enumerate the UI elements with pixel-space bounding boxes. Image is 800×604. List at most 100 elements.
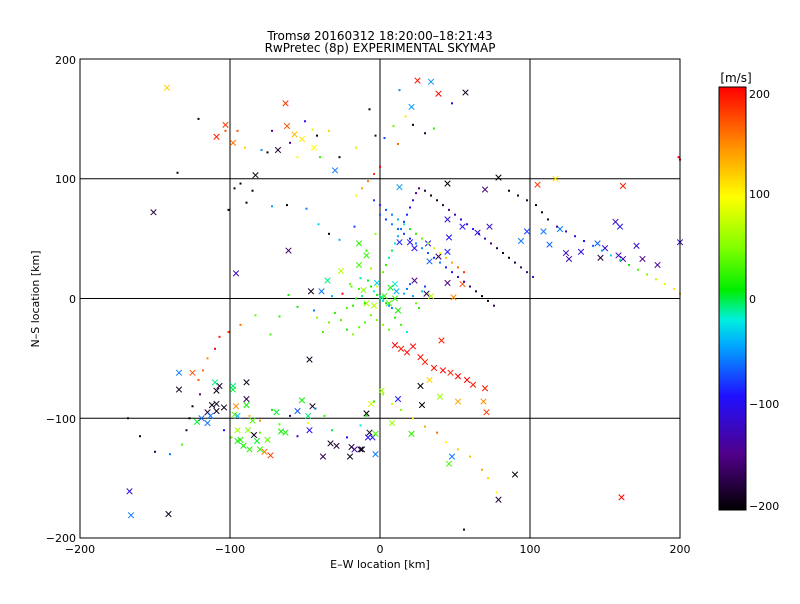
- scatter-point-dot: [469, 455, 471, 458]
- scatter-point-dot: [388, 256, 390, 259]
- scatter-point-x: [229, 386, 237, 393]
- scatter-point-x: [282, 100, 289, 107]
- scatter-point-x: [331, 167, 339, 174]
- scatter-point-x: [232, 270, 240, 277]
- scatter-point-x: [615, 252, 622, 259]
- scatter-point-dot: [224, 129, 227, 132]
- colorbar: [m/s] 200 100 0 −100 −200: [718, 71, 779, 513]
- scatter-point-dot: [421, 247, 423, 250]
- scatter-point-dot: [373, 172, 375, 175]
- scatter-point-dot: [376, 319, 378, 322]
- scatter-point-x: [462, 89, 469, 96]
- scatter-point-x: [213, 387, 220, 394]
- scatter-point-x: [594, 240, 601, 247]
- scatter-point-x: [310, 144, 318, 151]
- scatter-point-dot: [379, 165, 381, 168]
- scatter-point-dot: [296, 305, 299, 308]
- scatter-point-dot: [374, 134, 377, 137]
- scatter-point-dot: [379, 213, 381, 216]
- scatter-point-x: [427, 78, 435, 85]
- scatter-point-dot: [526, 199, 528, 202]
- scatter-point-dot: [439, 261, 441, 264]
- tick-labels: −200 −100 0 100 200 −200 −100 0 100 200: [46, 54, 691, 556]
- scatter-point-x: [408, 103, 415, 111]
- scatter-point-dot: [385, 302, 387, 305]
- scatter-point-dot: [409, 206, 411, 209]
- scatter-point-x: [444, 279, 451, 287]
- scatter-point-x: [306, 427, 313, 434]
- scatter-point-x: [565, 255, 573, 263]
- scatter-point-dot: [418, 187, 420, 190]
- scatter-point-dot: [397, 143, 399, 146]
- scatter-point-dot: [451, 102, 453, 105]
- scatter-point-x: [654, 261, 661, 269]
- scatter-point-dot: [403, 223, 405, 226]
- scatter-point-dot: [397, 228, 399, 231]
- scatter-point-dot: [406, 287, 408, 290]
- scatter-point-dot: [424, 285, 426, 288]
- scatter-point-x: [597, 254, 604, 261]
- scatter-point-x: [454, 398, 462, 405]
- scatter-point-dot: [508, 189, 510, 192]
- scatter-point-x: [250, 431, 258, 439]
- colorbar-tick-label: 100: [749, 188, 770, 201]
- scatter-point-dot: [421, 290, 423, 293]
- scatter-point-dot: [352, 304, 354, 307]
- scatter-point-dot: [445, 266, 447, 269]
- scatter-point-dot: [502, 251, 504, 254]
- scatter-point-dot: [230, 436, 233, 439]
- scatter-point-dot: [383, 137, 386, 140]
- scatter-point-dot: [271, 129, 273, 132]
- scatter-point-dot: [365, 249, 368, 252]
- scatter-point-dot: [478, 232, 480, 235]
- scatter-point-x: [388, 419, 396, 427]
- scatter-point-dot: [391, 307, 393, 310]
- scatter-point-dot: [619, 259, 621, 262]
- scatter-point-dot: [188, 417, 191, 420]
- scatter-point-dot: [535, 204, 537, 207]
- scatter-point-dot: [526, 271, 528, 274]
- scatter-point-dot: [403, 220, 405, 223]
- scatter-point-x: [463, 376, 471, 384]
- scatter-point-dot: [439, 251, 441, 254]
- scatter-point-dot: [286, 204, 288, 207]
- scatter-point-x: [261, 448, 268, 455]
- scatter-point-dot: [289, 414, 291, 417]
- scatter-point-dot: [370, 285, 372, 288]
- scatter-point-dot: [169, 453, 171, 456]
- scatter-point-dot: [271, 205, 273, 208]
- scatter-point-x: [426, 258, 433, 265]
- scatter-point-x: [511, 471, 519, 478]
- scatter-point-x: [447, 369, 454, 376]
- scatter-point-dot: [350, 285, 353, 288]
- scatter-point-dot: [496, 247, 498, 250]
- scatter-point-dot: [278, 315, 281, 318]
- scatter-point-dot: [341, 292, 344, 295]
- scatter-point-x: [234, 412, 241, 420]
- scatter-points: [126, 77, 684, 531]
- colorbar-frame: [718, 86, 747, 511]
- scatter-point-dot: [259, 431, 261, 434]
- scatter-point-x: [150, 209, 157, 216]
- scatter-point-x: [304, 412, 312, 420]
- scatter-point-x: [436, 393, 444, 400]
- scatter-point-dot: [359, 277, 362, 280]
- scatter-point-x: [639, 255, 646, 263]
- scatter-point-dot: [127, 417, 129, 420]
- scatter-point-dot: [424, 132, 426, 135]
- scatter-point-x: [294, 407, 301, 415]
- scatter-point-dot: [673, 287, 675, 290]
- scatter-point-dot: [379, 204, 381, 207]
- scatter-point-dot: [436, 199, 438, 202]
- scatter-point-dot: [239, 323, 242, 326]
- scatter-point-dot: [206, 357, 209, 360]
- scatter-point-x: [423, 290, 430, 297]
- scatter-point-x: [163, 84, 171, 91]
- scatter-point-x: [189, 369, 196, 376]
- scatter-point-dot: [403, 232, 405, 235]
- scatter-point-dot: [382, 271, 384, 274]
- scatter-point-x: [373, 279, 381, 287]
- scatter-point-dot: [154, 450, 156, 453]
- scatter-point-dot: [304, 120, 306, 123]
